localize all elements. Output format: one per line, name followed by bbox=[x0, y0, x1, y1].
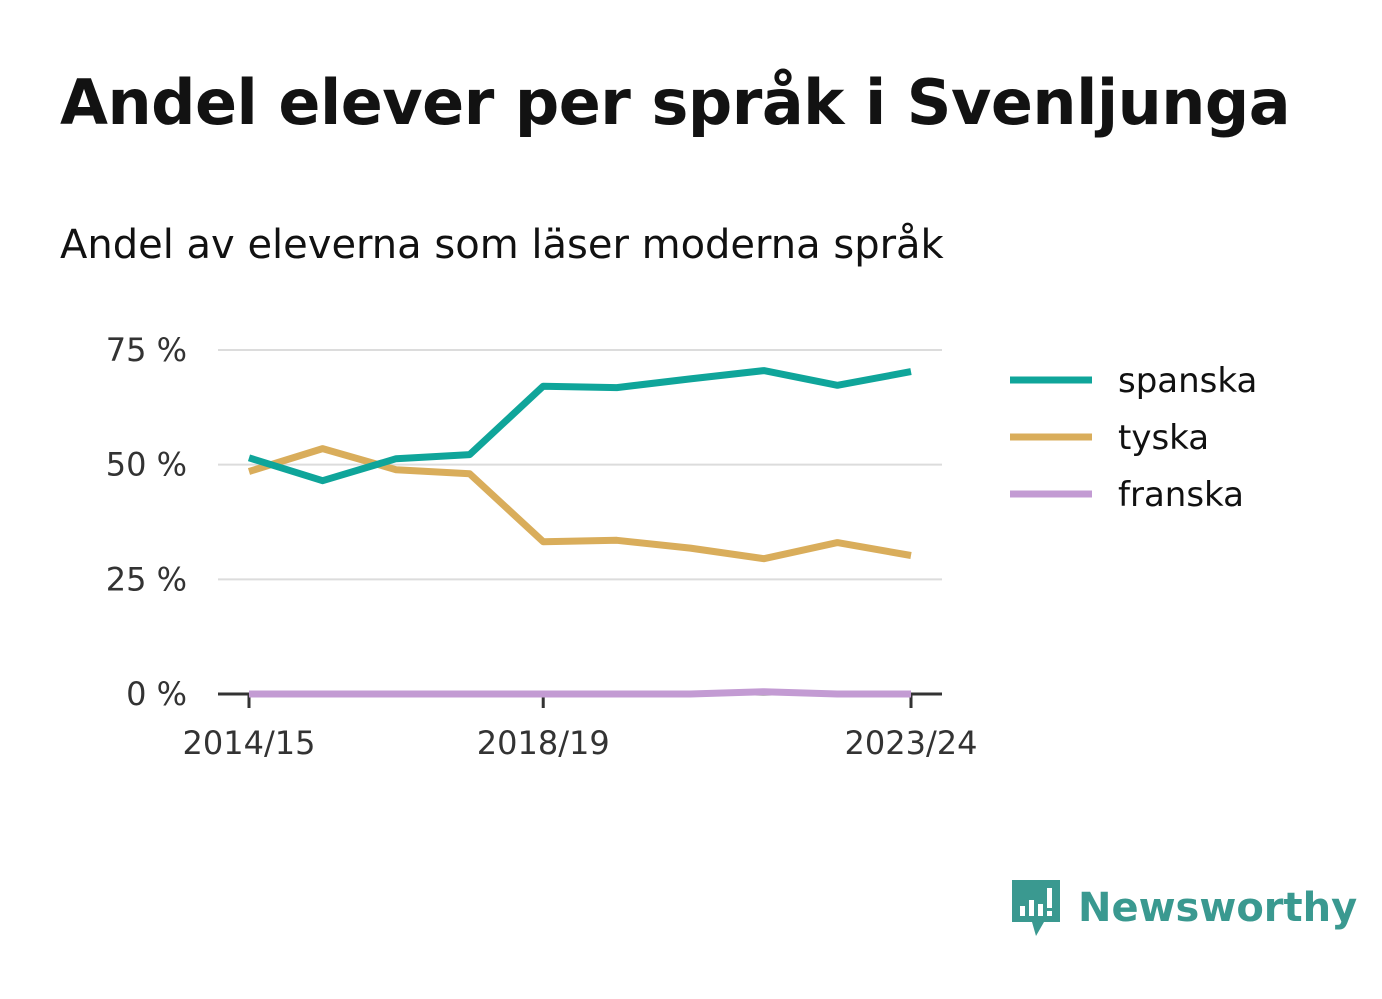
legend: spanska tyska franska bbox=[1010, 361, 1257, 515]
x-tick-label: 2018/19 bbox=[477, 724, 610, 762]
legend-label-tyska: tyska bbox=[1118, 418, 1209, 458]
brand-name: Newsworthy bbox=[1078, 885, 1358, 931]
y-tick-label: 25 % bbox=[106, 560, 187, 598]
y-tick-label: 0 % bbox=[126, 675, 187, 713]
newsworthy-logo-icon bbox=[1012, 880, 1060, 936]
legend-label-spanska: spanska bbox=[1118, 361, 1257, 401]
series-lines bbox=[247, 367, 912, 698]
series-line-tyska bbox=[247, 445, 912, 563]
x-axis: 2014/15 2018/19 2023/24 bbox=[183, 692, 978, 762]
series-line-franska bbox=[249, 688, 911, 698]
series-line-spanska bbox=[247, 367, 912, 485]
x-tick-label: 2014/15 bbox=[183, 724, 316, 762]
x-tick-label: 2023/24 bbox=[845, 724, 978, 762]
chart-subtitle: Andel av eleverna som läser moderna språ… bbox=[60, 222, 944, 268]
chart-title: Andel elever per språk i Svenljunga bbox=[60, 66, 1291, 139]
newsworthy-brand: Newsworthy bbox=[1010, 878, 1357, 938]
y-tick-label: 75 % bbox=[106, 331, 187, 369]
y-axis: 75 % 50 % 25 % 0 % bbox=[106, 331, 187, 713]
gridlines bbox=[218, 349, 942, 581]
legend-label-franska: franska bbox=[1118, 475, 1244, 515]
y-tick-label: 50 % bbox=[106, 446, 187, 484]
